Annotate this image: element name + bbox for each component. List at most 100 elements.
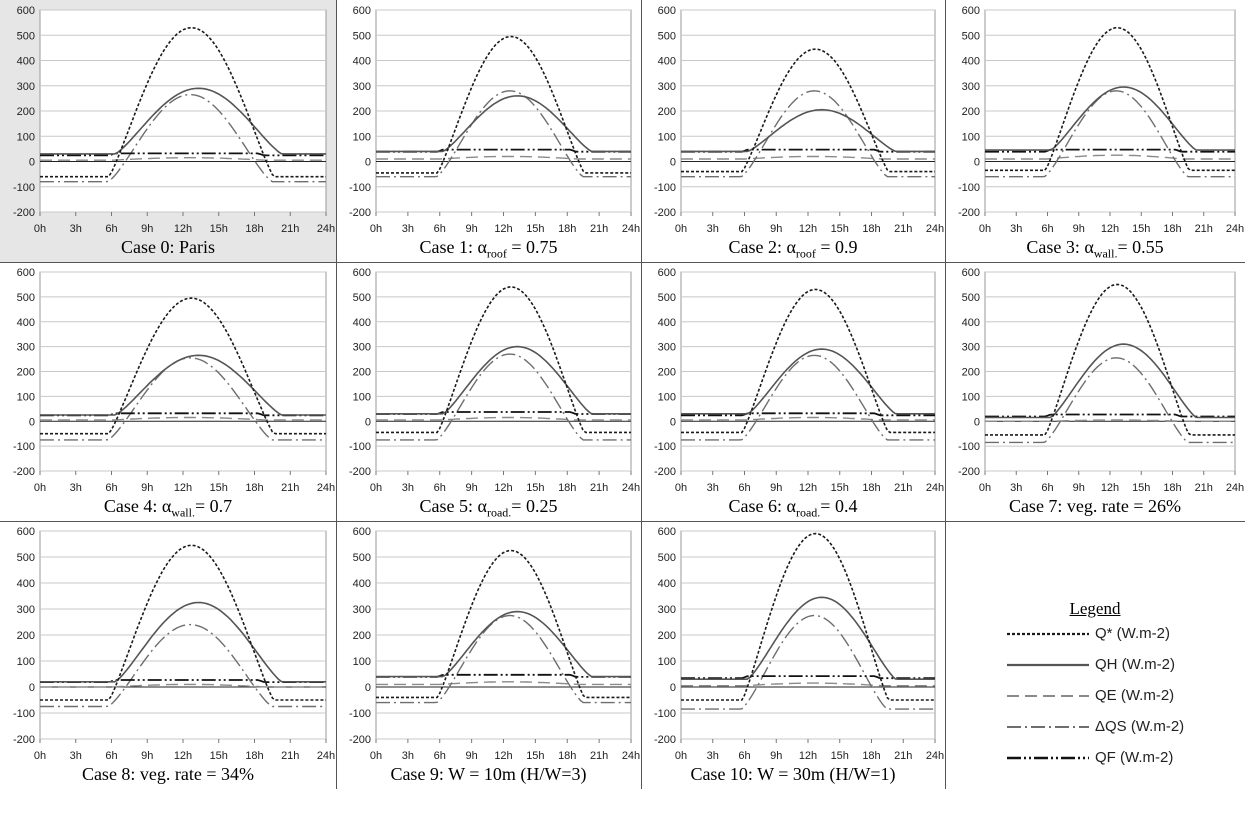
caption-subscript: road.: [795, 505, 821, 520]
series-line-qe: [985, 419, 1235, 423]
legend: Legend Q* (W.m-2) QH (W.m-2) QE (W.m-2) ΔQS …: [1005, 599, 1205, 819]
series-line-qh: [40, 354, 326, 416]
y-tick-label: -200: [349, 207, 371, 219]
series-line-qe: [985, 154, 1235, 160]
x-tick-label: 18h: [558, 482, 576, 494]
caption-subscript: wall.: [1093, 246, 1118, 261]
y-tick-label: -200: [958, 207, 980, 219]
chart-svg: 600 500 400 300 200 100 0 -100 -200 0h 3h 6h 9h 12h 15…: [13, 5, 335, 235]
x-tick-label: 9h: [141, 482, 153, 494]
chart-svg: 600 500 400 300 200 100 0 -100 -200 0h 3h 6h 9h 12h 15…: [349, 526, 640, 762]
y-tick-label: -100: [654, 182, 676, 194]
legend-item-qstar: Q* (W.m-2): [1005, 623, 1225, 645]
series-line-qf: [985, 148, 1235, 153]
x-tick-label: 12h: [174, 223, 192, 235]
y-tick-label: -200: [654, 734, 676, 746]
series-line-qstar: [40, 297, 326, 435]
x-tick-label: 24h: [926, 223, 944, 235]
y-tick-label: 600: [353, 526, 371, 538]
y-tick-label: 0: [974, 416, 980, 428]
chart-panel-case-6: 600 500 400 300 200 100 0 -100 -200 0h 3h 6h 9h 12h 15…: [641, 262, 945, 521]
x-tick-label: 0h: [370, 223, 382, 235]
y-tick-label: 400: [353, 578, 371, 590]
y-tick-label: 300: [962, 81, 980, 93]
y-tick-label: 400: [658, 578, 676, 590]
panel-caption: Case 8: veg. rate = 34%: [0, 764, 336, 789]
y-tick-label: 200: [17, 630, 35, 642]
x-tick-label: 0h: [675, 750, 687, 762]
x-tick-label: 15h: [210, 750, 228, 762]
x-tick-label: 6h: [1041, 482, 1053, 494]
y-tick-label: 200: [353, 106, 371, 118]
legend-item-qe: QE (W.m-2): [1005, 685, 1225, 707]
chart-panel-case-3: 600 500 400 300 200 100 0 -100 -200 0h 3h 6h 9h 12h 15…: [945, 0, 1245, 262]
x-tick-label: 21h: [894, 750, 912, 762]
panel-caption: Case 2: αroof = 0.9: [641, 237, 945, 262]
x-tick-label: 12h: [1101, 482, 1119, 494]
x-tick-label: 21h: [1195, 482, 1213, 494]
series-line-qe: [681, 682, 935, 687]
series-line-qstar: [985, 26, 1235, 172]
y-tick-label: 400: [17, 578, 35, 590]
caption-value: = 0.75: [506, 237, 558, 257]
series-line-qh: [40, 601, 326, 683]
y-tick-label: 200: [17, 106, 35, 118]
y-tick-label: 100: [353, 656, 371, 668]
x-tick-label: 18h: [862, 750, 880, 762]
y-tick-label: 200: [353, 367, 371, 379]
y-tick-label: 200: [962, 106, 980, 118]
chart-panel-case-9: 600 500 400 300 200 100 0 -100 -200 0h 3h 6h 9h 12h 15…: [336, 521, 641, 789]
x-tick-label: 6h: [105, 482, 117, 494]
y-tick-label: 200: [17, 367, 35, 379]
x-tick-label: 18h: [245, 750, 263, 762]
y-tick-label: 100: [658, 656, 676, 668]
y-tick-label: 500: [353, 30, 371, 42]
chart-panel-case-4: 600 500 400 300 200 100 0 -100 -200 0h 3h 6h 9h 12h 15…: [0, 262, 336, 521]
series-line-qh: [376, 610, 631, 678]
x-tick-label: 6h: [1041, 223, 1053, 235]
caption-text: Case 7: veg. rate = 26%: [1008, 496, 1182, 516]
x-tick-label: 24h: [1226, 223, 1244, 235]
y-tick-label: -100: [654, 708, 676, 720]
chart-svg: 600 500 400 300 200 100 0 -100 -200 0h 3h 6h 9h 12h 15…: [958, 5, 1244, 235]
y-tick-label: 500: [658, 552, 676, 564]
legend-swatch-qf: [1007, 756, 1089, 760]
y-tick-label: 300: [658, 604, 676, 616]
y-tick-label: 500: [353, 552, 371, 564]
chart-svg: 600 500 400 300 200 100 0 -100 -200 0h 3h 6h 9h 12h 15…: [654, 5, 944, 235]
y-tick-label: 400: [962, 317, 980, 329]
x-tick-label: 6h: [738, 223, 750, 235]
y-tick-label: 100: [17, 131, 35, 143]
series-line-qstar: [681, 48, 935, 173]
x-tick-label: 15h: [210, 482, 228, 494]
legend-label: Q* (W.m-2): [1095, 625, 1170, 642]
series-line-qh: [681, 348, 935, 415]
y-tick-label: 300: [353, 604, 371, 616]
y-tick-label: 100: [353, 391, 371, 403]
y-tick-label: 100: [17, 391, 35, 403]
x-tick-label: 3h: [707, 750, 719, 762]
y-tick-label: 200: [658, 106, 676, 118]
x-tick-label: 24h: [1226, 482, 1244, 494]
series-line-qe: [40, 416, 326, 421]
legend-label: ΔQS (W.m-2): [1095, 718, 1185, 735]
y-tick-label: 500: [962, 30, 980, 42]
x-tick-label: 9h: [770, 223, 782, 235]
panel-caption: Case 7: veg. rate = 26%: [945, 496, 1245, 521]
legend-swatch-qh: [1007, 663, 1089, 667]
chart-svg: 600 500 400 300 200 100 0 -100 -200 0h 3h 6h 9h 12h 15…: [349, 5, 640, 235]
caption-text: Case 2: α: [728, 237, 796, 257]
x-tick-label: 6h: [434, 482, 446, 494]
y-tick-label: 500: [17, 292, 35, 304]
y-tick-label: 600: [17, 267, 35, 279]
y-tick-label: 500: [658, 30, 676, 42]
legend-swatch-qstar: [1007, 632, 1089, 636]
y-tick-label: 200: [353, 630, 371, 642]
x-tick-label: 0h: [675, 223, 687, 235]
x-tick-label: 21h: [590, 750, 608, 762]
caption-text: Case 4: α: [103, 496, 172, 516]
x-tick-label: 3h: [402, 223, 414, 235]
x-tick-label: 24h: [926, 482, 944, 494]
panel-caption: Case 1: αroof = 0.75: [336, 237, 641, 262]
series-line-qf: [40, 679, 326, 684]
